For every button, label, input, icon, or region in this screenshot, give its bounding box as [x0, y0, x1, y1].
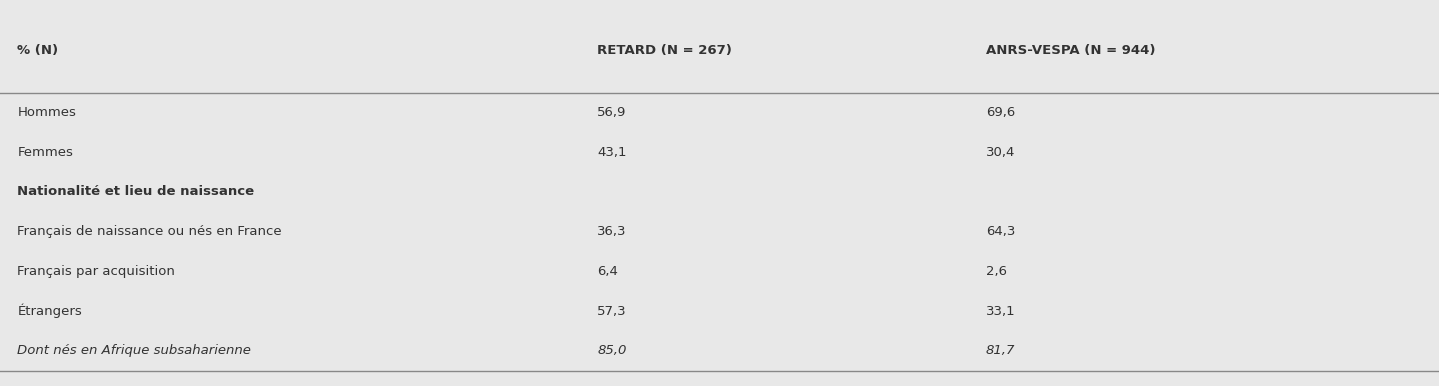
- Text: Femmes: Femmes: [17, 146, 73, 159]
- Text: 81,7: 81,7: [986, 344, 1014, 357]
- Text: 85,0: 85,0: [597, 344, 626, 357]
- Text: 36,3: 36,3: [597, 225, 627, 238]
- Text: 6,4: 6,4: [597, 265, 619, 278]
- Text: 33,1: 33,1: [986, 305, 1016, 318]
- Text: Dont nés en Afrique subsaharienne: Dont nés en Afrique subsaharienne: [17, 344, 252, 357]
- Text: ANRS-VESPA (N = 944): ANRS-VESPA (N = 944): [986, 44, 1156, 57]
- Text: Nationalité et lieu de naissance: Nationalité et lieu de naissance: [17, 185, 255, 198]
- Text: Français de naissance ou nés en France: Français de naissance ou nés en France: [17, 225, 282, 238]
- Text: 57,3: 57,3: [597, 305, 627, 318]
- Text: 43,1: 43,1: [597, 146, 627, 159]
- Text: 30,4: 30,4: [986, 146, 1014, 159]
- Text: RETARD (N = 267): RETARD (N = 267): [597, 44, 732, 57]
- Text: Français par acquisition: Français par acquisition: [17, 265, 176, 278]
- Text: 69,6: 69,6: [986, 106, 1014, 119]
- Text: 2,6: 2,6: [986, 265, 1007, 278]
- Text: % (N): % (N): [17, 44, 59, 57]
- Text: Étrangers: Étrangers: [17, 304, 82, 318]
- Text: Hommes: Hommes: [17, 106, 76, 119]
- Text: 64,3: 64,3: [986, 225, 1014, 238]
- Text: 56,9: 56,9: [597, 106, 626, 119]
